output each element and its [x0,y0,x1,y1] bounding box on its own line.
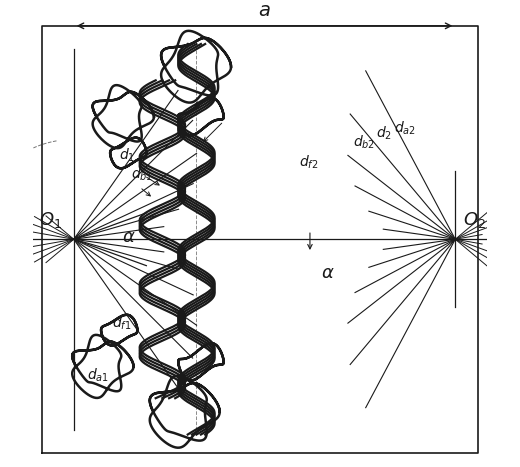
Text: $d_1$: $d_1$ [119,147,135,164]
Text: $O_2$: $O_2$ [463,210,486,230]
Text: $d_{a2}$: $d_{a2}$ [394,120,416,137]
Text: $\alpha$: $\alpha$ [122,228,135,246]
Text: $a$: $a$ [258,2,271,21]
Text: $O_1$: $O_1$ [40,210,62,230]
Text: $d_2$: $d_2$ [376,124,392,142]
Text: $\alpha$: $\alpha$ [321,264,335,282]
Text: $d_{b1}$: $d_{b1}$ [131,165,153,183]
Text: $d_{b2}$: $d_{b2}$ [353,133,375,151]
Text: $d_{a1}$: $d_{a1}$ [87,367,109,384]
Text: $d_{f2}$: $d_{f2}$ [298,154,318,171]
Text: $d_{f1}$: $d_{f1}$ [112,314,132,332]
